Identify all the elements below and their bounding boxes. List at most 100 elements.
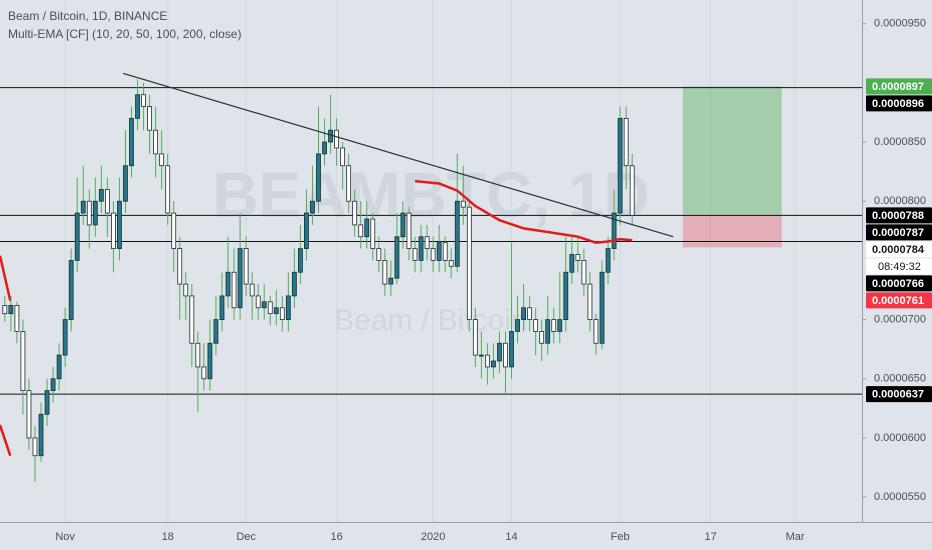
candle-body xyxy=(135,94,140,119)
price-label-bg xyxy=(866,207,932,224)
candle-body xyxy=(92,200,98,226)
candle-body xyxy=(141,94,146,107)
candle-body xyxy=(340,147,346,167)
candle-body xyxy=(400,212,406,238)
candle-body xyxy=(539,331,545,344)
candle-body xyxy=(533,319,539,332)
candle-body xyxy=(509,331,514,368)
candle-body xyxy=(515,319,520,332)
candle-body xyxy=(478,354,484,357)
candle-body xyxy=(32,437,38,457)
candle-body xyxy=(466,206,472,320)
candle-body xyxy=(304,212,309,249)
candle-body xyxy=(225,271,231,297)
candle-body xyxy=(153,129,159,155)
candle-body xyxy=(219,295,225,320)
candle-body xyxy=(159,153,165,167)
price-label-bg xyxy=(866,386,932,403)
indicator-label: Multi-EMA [CF] (10, 20, 50, 100, 200, cl… xyxy=(8,27,241,41)
price-label-bg xyxy=(866,241,932,258)
countdown: 08:49:32 xyxy=(878,261,921,273)
candle-body xyxy=(557,319,563,332)
candle-body xyxy=(472,319,478,356)
candle-body xyxy=(279,307,285,320)
candle-body xyxy=(80,200,86,214)
candle-body xyxy=(623,117,629,167)
watermark-sub: Beam / Bitcoin xyxy=(334,304,527,337)
x-tick-label: Feb xyxy=(611,531,630,543)
axes: Nov 18 Dec 16 2020 14 Feb 17 Mar 0.0000950 0.00008… xyxy=(55,18,932,543)
candle-body xyxy=(111,212,116,249)
candle-body xyxy=(521,307,526,320)
ema-line xyxy=(0,255,12,301)
y-tick-label: 0.0000950 xyxy=(874,18,926,30)
candle-body xyxy=(581,260,587,285)
candle-body xyxy=(527,307,533,320)
y-tick-label: 0.0000800 xyxy=(874,195,926,207)
y-tick-label: 0.0000850 xyxy=(874,136,926,148)
candle-body xyxy=(569,254,575,273)
candle-body xyxy=(44,390,50,415)
candle-body xyxy=(485,354,490,368)
plot-area: BEAMBTC, 1D Beam / Bitcoin xyxy=(0,0,862,522)
candle-body xyxy=(38,413,44,457)
candle-body xyxy=(68,260,74,320)
candle-body xyxy=(26,390,32,439)
watermark: BEAMBTC, 1D xyxy=(212,159,649,231)
candle-body xyxy=(346,165,352,202)
candle-body xyxy=(617,117,623,214)
candle-body xyxy=(394,236,400,279)
x-tick-label: 18 xyxy=(162,531,174,543)
candle-body xyxy=(8,304,14,315)
countdown-bg xyxy=(866,258,932,275)
candle-body xyxy=(334,129,339,149)
candle-body xyxy=(86,200,92,226)
x-tick-label: Dec xyxy=(236,531,256,543)
candle-body xyxy=(273,307,279,315)
price-label: 0.0000788 xyxy=(872,210,924,222)
price-label: 0.0000637 xyxy=(872,389,924,401)
price-label: 0.0000761 xyxy=(872,295,924,307)
candle-body xyxy=(430,248,436,261)
candle-body xyxy=(454,200,460,267)
candle-body xyxy=(98,188,104,202)
candle-body xyxy=(587,283,593,320)
candle-body xyxy=(177,248,183,285)
candle-body xyxy=(460,200,466,208)
candle-body xyxy=(261,301,267,309)
candle-body xyxy=(599,271,605,344)
price-label-bg xyxy=(866,224,932,241)
candle-body xyxy=(436,242,442,261)
candle-body xyxy=(376,248,382,261)
y-tick-label: 0.0000700 xyxy=(874,313,926,325)
candle-body xyxy=(406,212,412,249)
candle-body xyxy=(56,354,62,380)
candle-body xyxy=(503,342,508,368)
x-tick-label: Nov xyxy=(55,531,75,543)
candle-body xyxy=(171,212,177,249)
y-tick-label: 0.0000650 xyxy=(874,373,926,385)
candle-body xyxy=(364,218,370,238)
candle-body xyxy=(497,342,502,362)
x-tick-label: 17 xyxy=(704,531,716,543)
candle-body xyxy=(545,319,551,344)
candle-body xyxy=(129,117,134,167)
candle-body xyxy=(370,218,376,249)
x-tick-label: Mar xyxy=(786,531,805,543)
candle-body xyxy=(551,319,557,332)
candle-body xyxy=(123,165,128,202)
y-tick-label: 0.0000600 xyxy=(874,432,926,444)
candle-body xyxy=(605,248,611,273)
candle-body xyxy=(267,301,273,315)
candle-body xyxy=(165,165,171,214)
candle-body xyxy=(189,295,195,344)
candle-body xyxy=(418,236,424,261)
candle-body xyxy=(298,248,303,273)
x-tick-label: 14 xyxy=(505,531,517,543)
candle-body xyxy=(448,260,454,267)
candle-body xyxy=(2,304,8,315)
ema-line xyxy=(414,179,633,244)
price-label: 0.0000896 xyxy=(872,98,924,110)
